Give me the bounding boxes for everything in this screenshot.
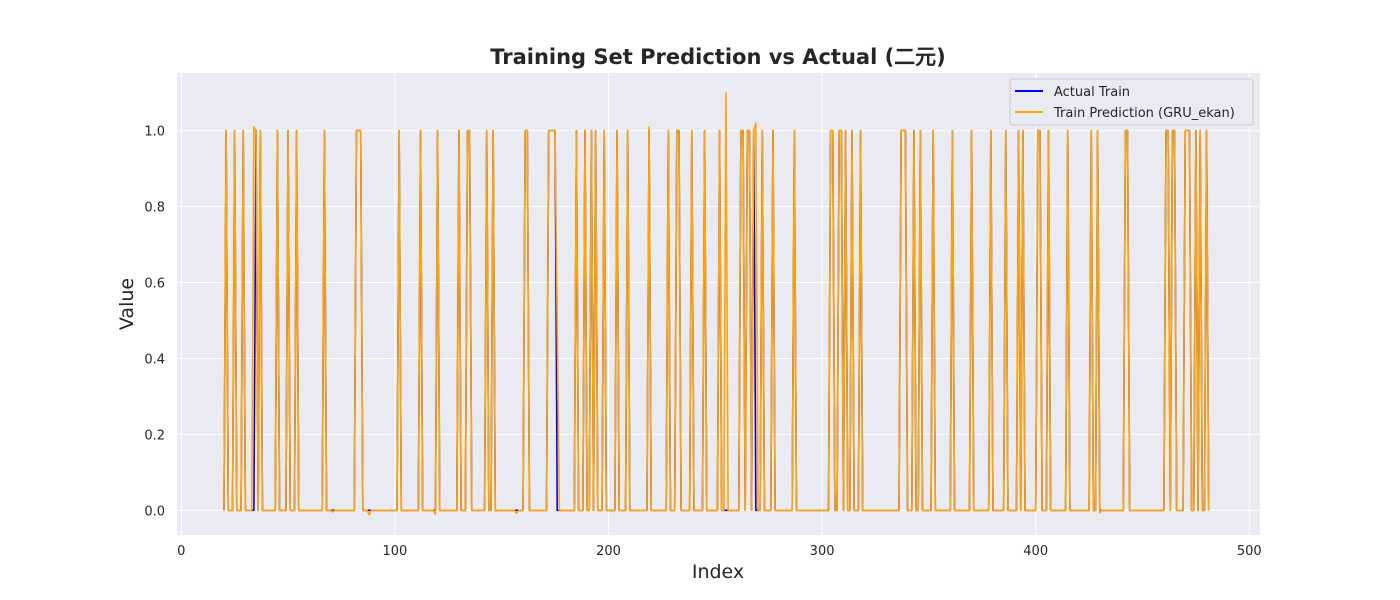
x-tick-label: 400 xyxy=(1023,544,1048,559)
x-axis-label: Index xyxy=(692,561,744,583)
y-axis-label: Value xyxy=(116,278,138,330)
legend-box xyxy=(1009,78,1254,126)
y-tick-label: 0.6 xyxy=(144,277,165,292)
y-tick-label: 0.0 xyxy=(144,504,165,519)
x-tick-label: 100 xyxy=(382,544,407,559)
legend-label-prediction: Train Prediction (GRU_ekan) xyxy=(1053,106,1235,121)
x-tick-label: 200 xyxy=(596,544,621,559)
legend-label-actual: Actual Train xyxy=(1054,85,1130,100)
tick-labels: 0 100 200 300 400 500 0.0 0.2 0.4 0.6 0.8 1.0 xyxy=(144,125,1261,559)
x-tick-label: 0 xyxy=(177,544,185,559)
legend: Actual Train Train Prediction (GRU_ekan) xyxy=(1009,78,1254,126)
chart-title: Training Set Prediction vs Actual (二元) xyxy=(490,45,946,69)
x-tick-label: 300 xyxy=(810,544,835,559)
series-layer xyxy=(223,91,1210,516)
x-tick-label: 500 xyxy=(1237,544,1262,559)
y-tick-label: 0.8 xyxy=(144,201,165,216)
y-tick-label: 0.4 xyxy=(144,352,165,367)
y-tick-label: 1.0 xyxy=(144,125,165,140)
y-tick-label: 0.2 xyxy=(144,428,165,443)
series-line-prediction xyxy=(223,91,1210,516)
